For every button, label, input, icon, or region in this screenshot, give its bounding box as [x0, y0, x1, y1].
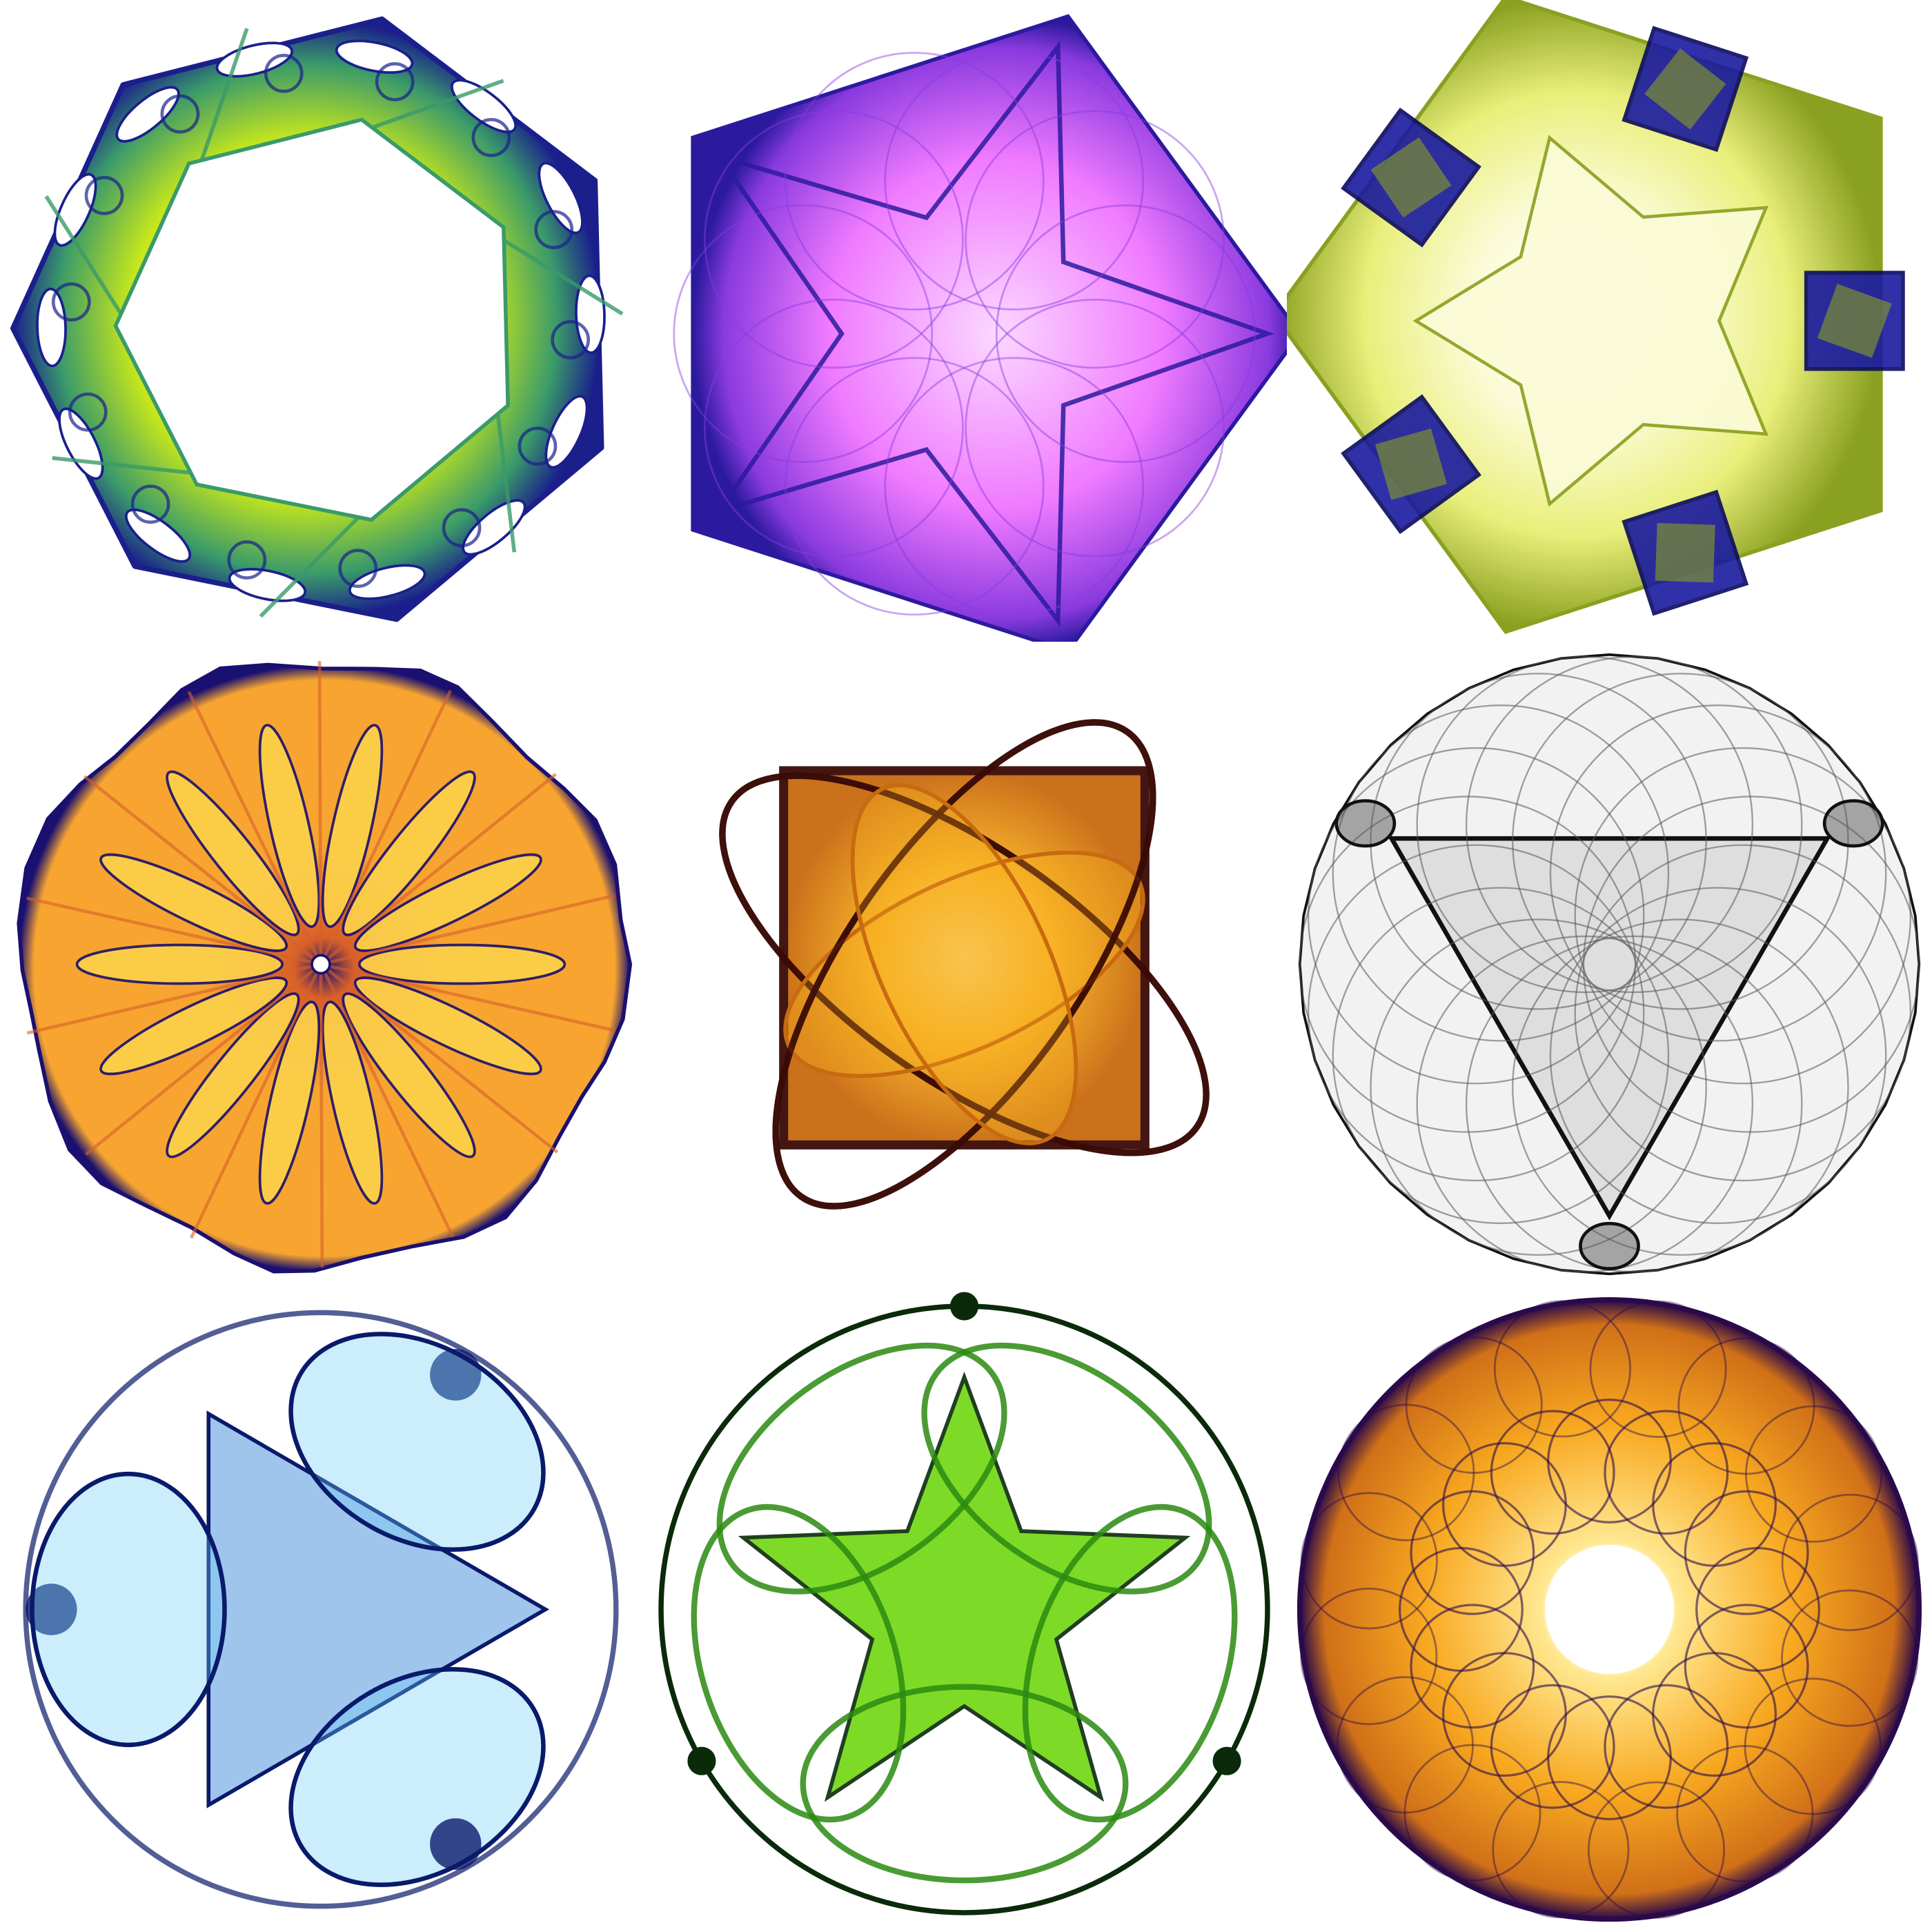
tile-square-loops-attractor — [642, 642, 1287, 1287]
tile-triangle-blue-attractor — [0, 1287, 642, 1932]
tile-heptagon-ring-attractor — [0, 0, 642, 642]
tile-flower-disk-attractor — [0, 642, 642, 1287]
tile-star-green-attractor — [642, 1287, 1287, 1932]
tile-pentagon-squares-attractor — [1287, 0, 1932, 642]
tile-mandala-orange-attractor — [1287, 1287, 1932, 1932]
tile-pentagon-star-attractor — [642, 0, 1287, 642]
tile-triangle-gray-attractor — [1287, 642, 1932, 1287]
